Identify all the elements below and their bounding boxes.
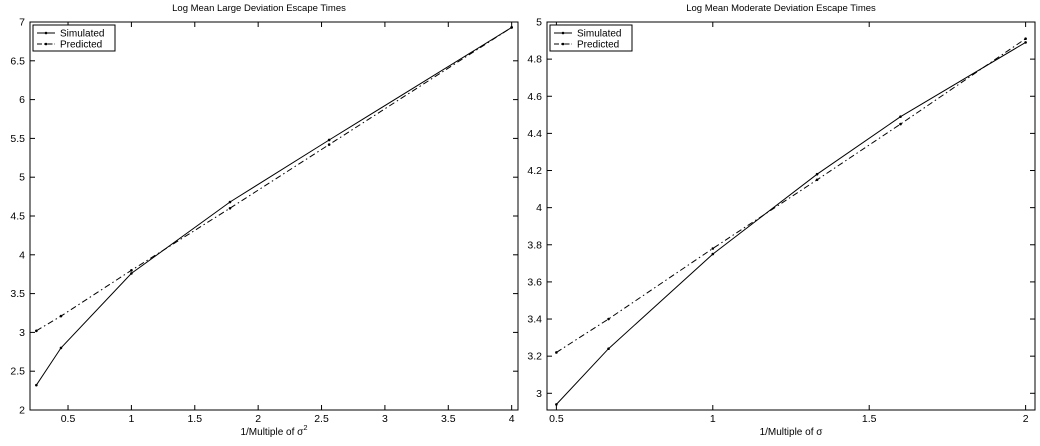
- series-line-simulated: [556, 41, 1026, 405]
- data-point-simulated: [555, 403, 558, 406]
- legend-marker-simulated: [561, 31, 565, 35]
- legend-box: [549, 24, 633, 52]
- y-tick-label: 4.2: [527, 165, 542, 177]
- data-point-predicted: [1024, 37, 1027, 41]
- y-tick-label: 3.6: [527, 276, 542, 288]
- y-tick-label: 2.5: [10, 366, 25, 378]
- data-point-simulated: [228, 200, 232, 204]
- series-line-predicted: [556, 38, 1026, 353]
- y-tick-label: 4: [536, 202, 542, 214]
- data-point-simulated: [711, 252, 715, 256]
- y-tick-label: 7: [19, 17, 25, 29]
- y-tick-label: 4: [19, 249, 25, 261]
- x-tick-label: 2: [255, 413, 261, 425]
- x-axis-label-text: 1/Multiple of σ: [760, 427, 824, 438]
- data-point-simulated: [130, 272, 133, 275]
- data-point-predicted: [35, 329, 38, 333]
- data-point-predicted: [899, 122, 902, 126]
- y-tick-label: 6.5: [10, 55, 25, 67]
- data-point-predicted: [228, 206, 232, 210]
- legend-label-simulated: Simulated: [60, 29, 104, 40]
- x-tick-label: 1.5: [862, 413, 877, 425]
- legend-marker-predicted: [44, 42, 48, 46]
- x-tick-label: 3: [382, 413, 388, 425]
- data-point-predicted: [607, 317, 610, 321]
- axes-frame: [29, 21, 519, 411]
- series-line-simulated: [35, 26, 512, 386]
- y-tick-label: 4.4: [527, 128, 542, 140]
- y-tick-label: 6: [19, 94, 25, 106]
- data-point-simulated: [607, 347, 610, 351]
- chart-title: Log Mean Moderate Deviation Escape Times: [686, 3, 876, 14]
- x-tick-label: 1: [128, 413, 134, 425]
- chart-moderate-deviation: Log Mean Moderate Deviation Escape Times…: [527, 3, 1036, 438]
- x-tick-label: 1.5: [187, 413, 202, 425]
- y-tick-label: 3.4: [527, 314, 542, 326]
- y-tick-label: 4.8: [527, 54, 542, 66]
- y-tick-label: 3: [536, 388, 542, 400]
- y-tick-label: 5: [536, 17, 542, 29]
- chart-large-deviation: Log Mean Large Deviation Escape Times 0.…: [10, 3, 519, 438]
- y-tick-label: 4.6: [527, 91, 542, 103]
- x-axis-label-superscript: 2: [303, 423, 307, 432]
- y-tick-label: 5: [19, 172, 25, 184]
- x-tick-label: 3.5: [441, 413, 456, 425]
- x-tick-label: 4: [509, 413, 515, 425]
- x-tick-label: 2.5: [314, 413, 329, 425]
- legend-label-predicted: Predicted: [577, 40, 619, 51]
- data-point-simulated: [815, 172, 819, 176]
- x-tick-label: 0.5: [61, 413, 76, 425]
- legend-box: [32, 24, 116, 52]
- legend-label-predicted: Predicted: [60, 40, 102, 51]
- chart-title: Log Mean Large Deviation Escape Times: [172, 3, 346, 14]
- x-axis-label-text: 1/Multiple of σ: [240, 427, 304, 438]
- legend-marker-predicted: [561, 42, 565, 46]
- data-point-predicted: [327, 143, 331, 146]
- y-tick-label: 4.5: [10, 211, 25, 223]
- data-point-simulated: [59, 346, 63, 350]
- x-tick-label: 1: [710, 413, 716, 425]
- data-point-simulated: [1024, 41, 1027, 44]
- series-line-predicted: [36, 26, 512, 332]
- x-axis-label: 1/Multiple of σ2: [240, 423, 307, 438]
- data-point-predicted: [555, 351, 558, 354]
- data-point-simulated: [35, 383, 38, 387]
- data-point-predicted: [711, 247, 715, 250]
- y-tick-label: 3.5: [10, 288, 25, 300]
- x-axis-label: 1/Multiple of σ: [760, 427, 824, 438]
- data-point-simulated: [899, 115, 902, 118]
- x-tick-label: 2: [1023, 413, 1029, 425]
- axes-frame: [546, 21, 1036, 411]
- x-tick-label: 0.5: [549, 413, 564, 425]
- data-point-predicted: [815, 178, 819, 182]
- legend-marker-simulated: [44, 31, 48, 35]
- y-tick-label: 3.8: [527, 239, 542, 251]
- data-point-predicted: [510, 26, 513, 29]
- y-tick-label: 3: [19, 327, 25, 339]
- y-tick-label: 2: [19, 405, 25, 417]
- legend-label-simulated: Simulated: [577, 29, 621, 40]
- data-point-predicted: [130, 269, 133, 272]
- data-point-simulated: [327, 138, 331, 142]
- y-tick-label: 3.2: [527, 351, 542, 363]
- y-tick-label: 5.5: [10, 133, 25, 145]
- data-point-predicted: [59, 314, 63, 318]
